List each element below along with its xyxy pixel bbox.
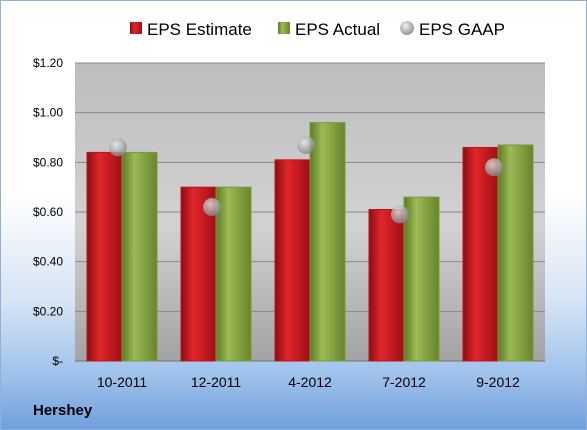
legend: EPS Estimate EPS Actual EPS GAAP <box>130 20 505 39</box>
legend-marker-gaap <box>400 21 414 35</box>
legend-label-gaap: EPS GAAP <box>419 20 505 39</box>
bar-eps-actual <box>215 186 252 362</box>
bar-eps-estimate <box>86 151 123 362</box>
x-tick-label: 10-2011 <box>97 374 148 390</box>
bar-eps-actual <box>309 122 346 362</box>
gaap-marker <box>297 135 315 154</box>
legend-swatch-estimate <box>130 22 142 34</box>
bar-eps-estimate <box>462 146 499 362</box>
x-tick-label: 9-2012 <box>476 374 520 390</box>
bars <box>86 122 534 362</box>
x-tick-label: 4-2012 <box>288 374 332 390</box>
bar-eps-actual <box>497 144 534 362</box>
y-tick-label: $0.20 <box>33 304 63 318</box>
x-tick-label: 7-2012 <box>382 374 426 390</box>
gaap-marker <box>391 205 409 224</box>
gaap-marker <box>485 158 503 177</box>
y-tick-label: $0.60 <box>33 205 63 219</box>
legend-label-actual: EPS Actual <box>295 20 380 39</box>
x-tick-label: 12-2011 <box>191 374 242 390</box>
company-name: Hershey <box>33 402 93 419</box>
bar-eps-estimate <box>368 209 405 362</box>
bar-eps-actual <box>403 196 440 362</box>
legend-label-estimate: EPS Estimate <box>147 20 252 39</box>
y-tick-label: $0.80 <box>33 155 63 169</box>
bar-eps-actual <box>121 151 158 362</box>
x-axis-labels: 10-2011 12-2011 4-2012 7-2012 9-2012 <box>97 374 520 390</box>
bar-eps-estimate <box>274 159 311 362</box>
y-axis-labels: $- $0.20 $0.40 $0.60 $0.80 $1.00 $1.20 <box>33 56 63 368</box>
y-tick-label: $- <box>52 354 63 368</box>
gaap-markers <box>109 135 503 224</box>
y-tick-label: $0.40 <box>33 255 63 269</box>
legend-swatch-actual <box>278 22 290 34</box>
y-tick-label: $1.20 <box>33 56 63 70</box>
gaap-marker <box>203 198 221 217</box>
y-tick-label: $1.00 <box>33 106 63 120</box>
gaap-marker <box>109 138 127 157</box>
